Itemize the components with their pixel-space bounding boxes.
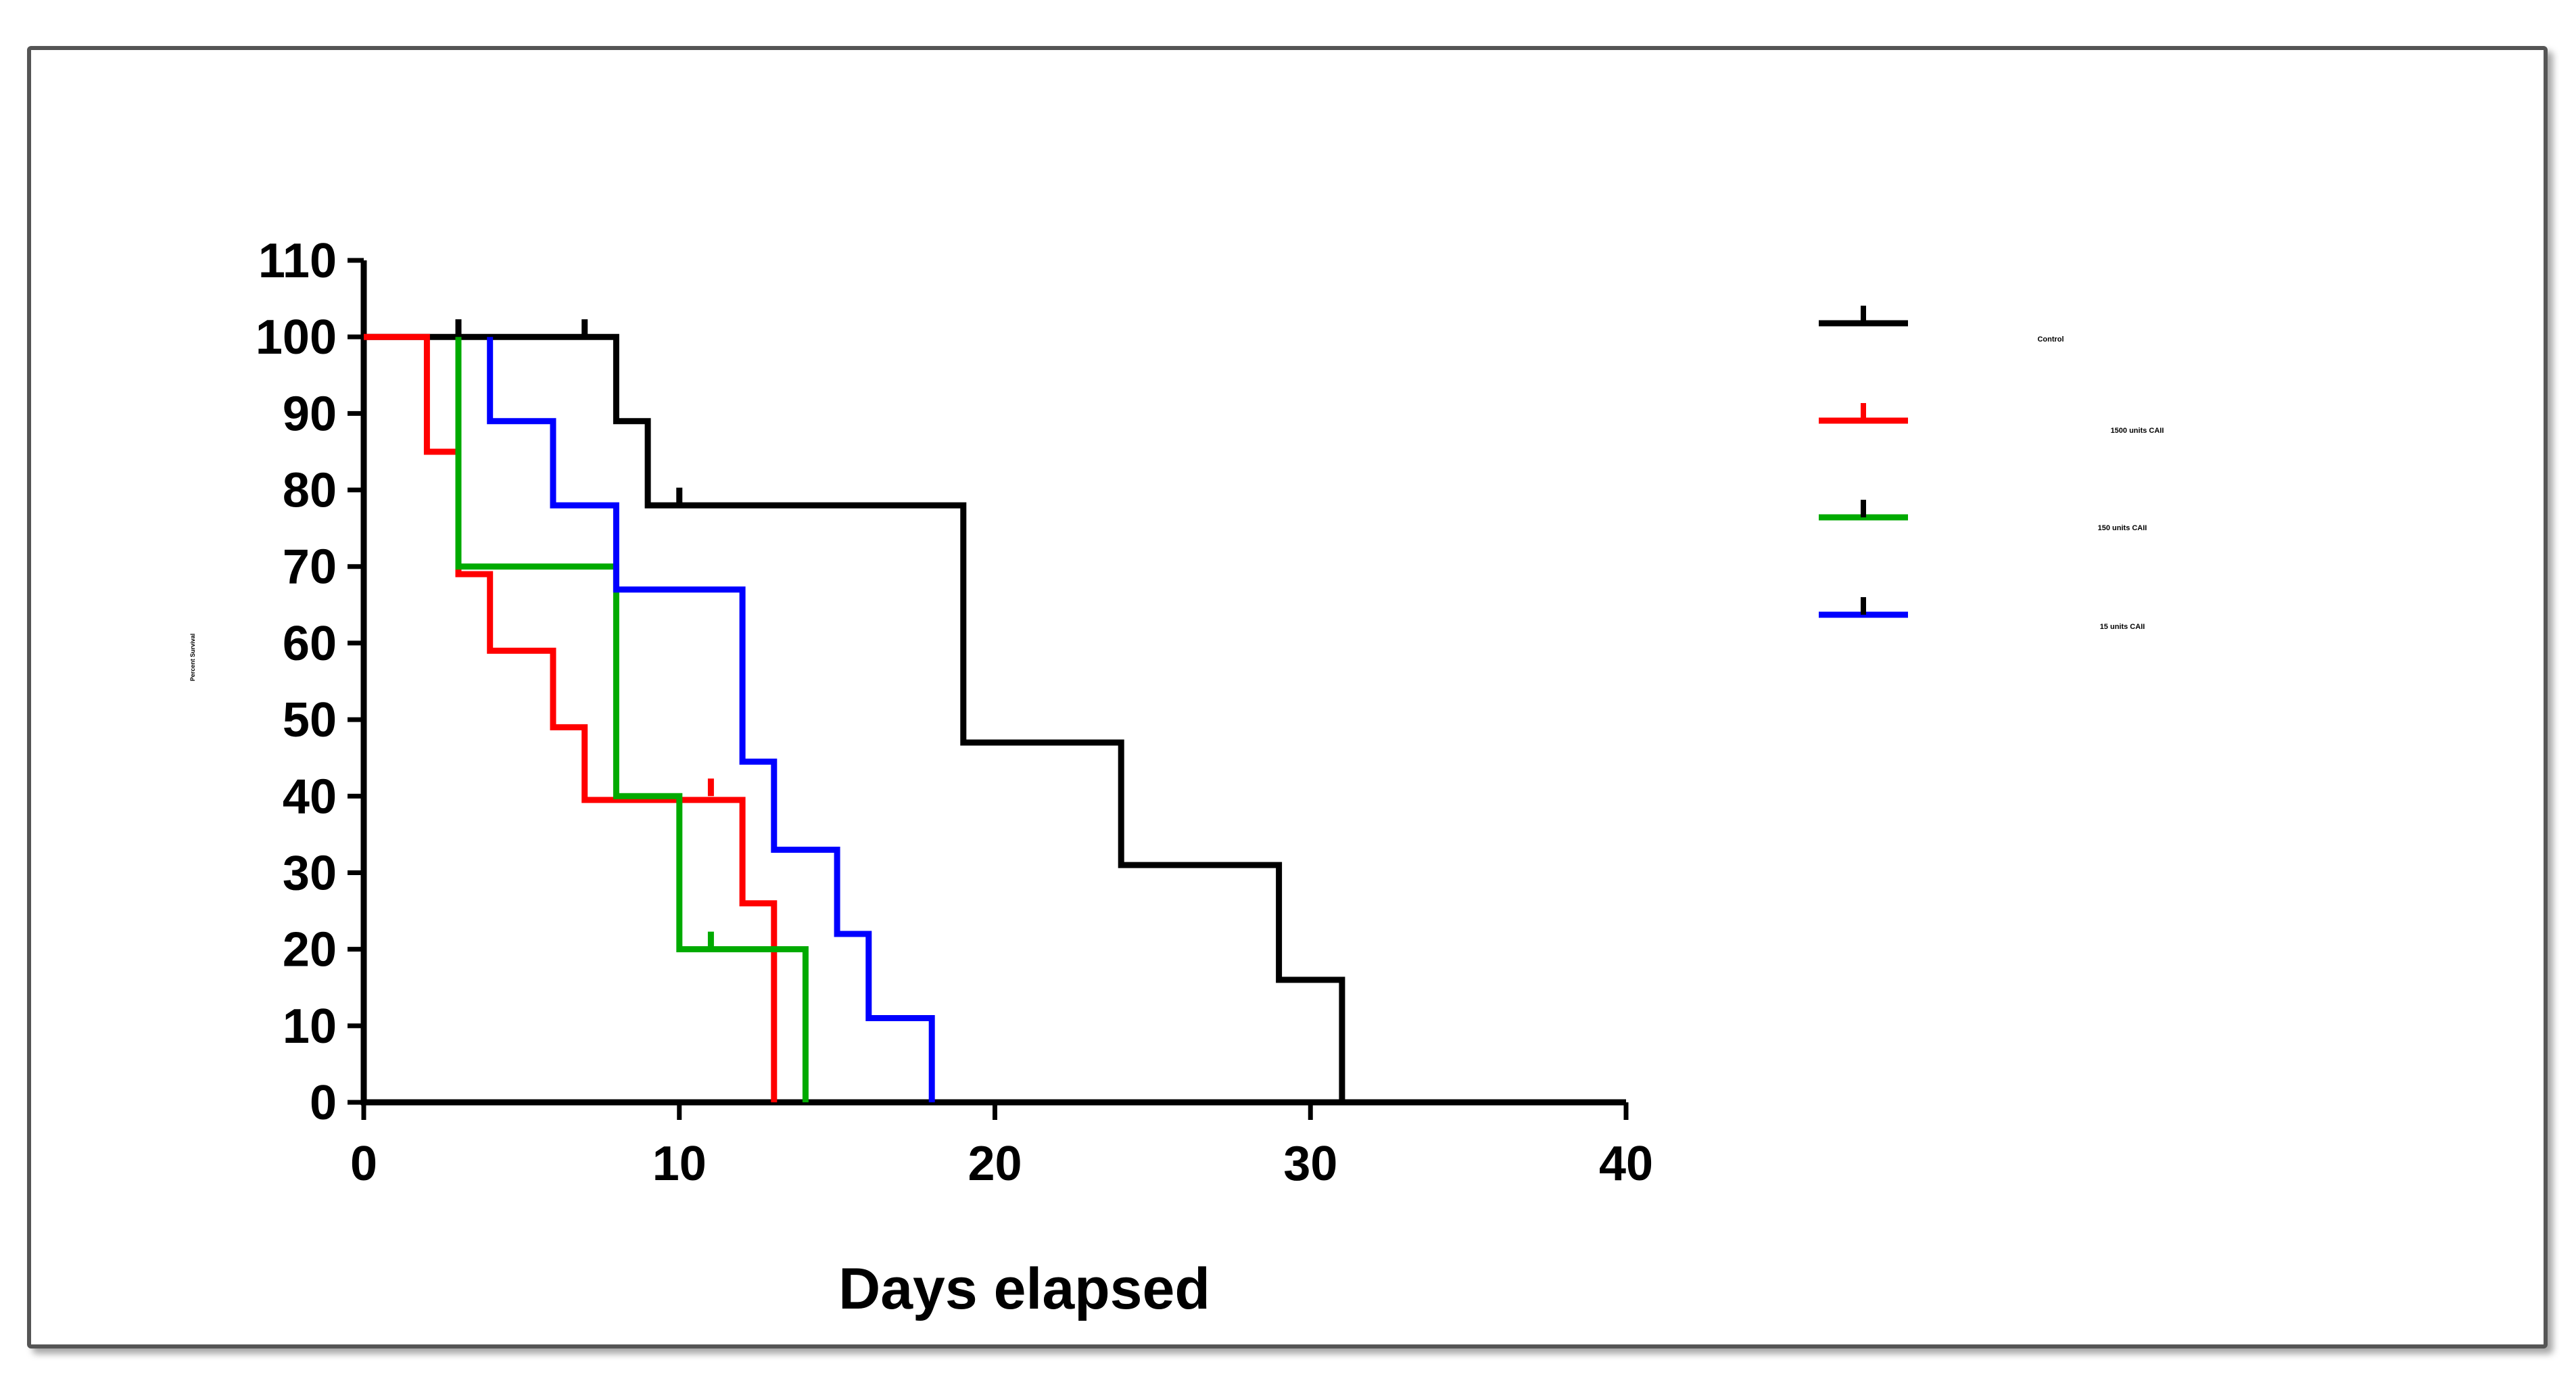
x-axis-title: Days elapsed [838,1257,1210,1321]
x-tick-label: 30 [1283,1137,1337,1191]
series-line-1500-units-caii [364,333,778,1102]
y-tick-label: 10 [283,1000,337,1054]
chart-frame [27,46,2548,1348]
legend-label-15-units-caii: 15 units CAII [2100,623,2145,631]
legend-label-150-units-caii: 150 units CAII [2098,524,2147,532]
y-tick-label: 90 [283,387,337,441]
y-tick-label: 60 [283,617,337,671]
x-tick-label: 10 [652,1137,707,1191]
y-tick-label: 50 [283,693,337,747]
legend-label-control: Control [2037,335,2064,344]
legend-label-1500-units-caii: 1500 units CAII [2111,427,2164,435]
series-group [364,319,1345,1102]
series-line-15-units-caii [487,337,935,1102]
y-tick-label: 20 [283,923,337,977]
series-line-150-units-caii [455,337,809,1102]
axes: 0 10 20 30 40 50 60 70 80 90 100 110 0 10 20 30 40 [256,234,1653,1191]
x-tick-label: 20 [968,1137,1022,1191]
series-line-control [364,333,1345,1102]
y-tick-label: 100 [256,310,337,365]
y-tick-label: 110 [258,234,337,288]
x-tick-label: 40 [1599,1137,1653,1191]
y-tick-label: 80 [283,464,337,518]
y-axis-title: Percent Survival [189,634,196,682]
y-tick-label: 30 [283,846,337,900]
y-tick-label: 0 [310,1076,337,1130]
y-tick-label: 40 [283,770,337,824]
legend: Control 1500 units CAII 150 units CAII 15 u… [1819,306,2164,631]
x-tick-label: 0 [350,1137,377,1191]
y-tick-label: 70 [283,540,337,594]
